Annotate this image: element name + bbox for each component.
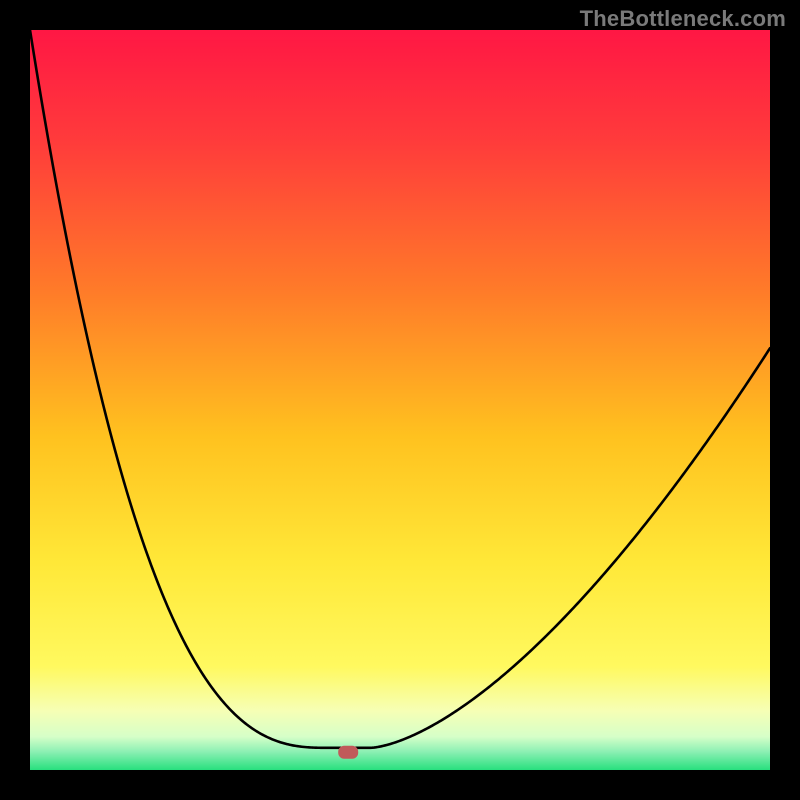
- watermark-text: TheBottleneck.com: [580, 6, 786, 32]
- chart-svg: [30, 30, 770, 770]
- chart-frame: { "watermark": { "text": "TheBottleneck.…: [0, 0, 800, 800]
- plot-area: [30, 30, 770, 770]
- optimal-marker: [338, 746, 358, 759]
- gradient-background: [30, 30, 770, 770]
